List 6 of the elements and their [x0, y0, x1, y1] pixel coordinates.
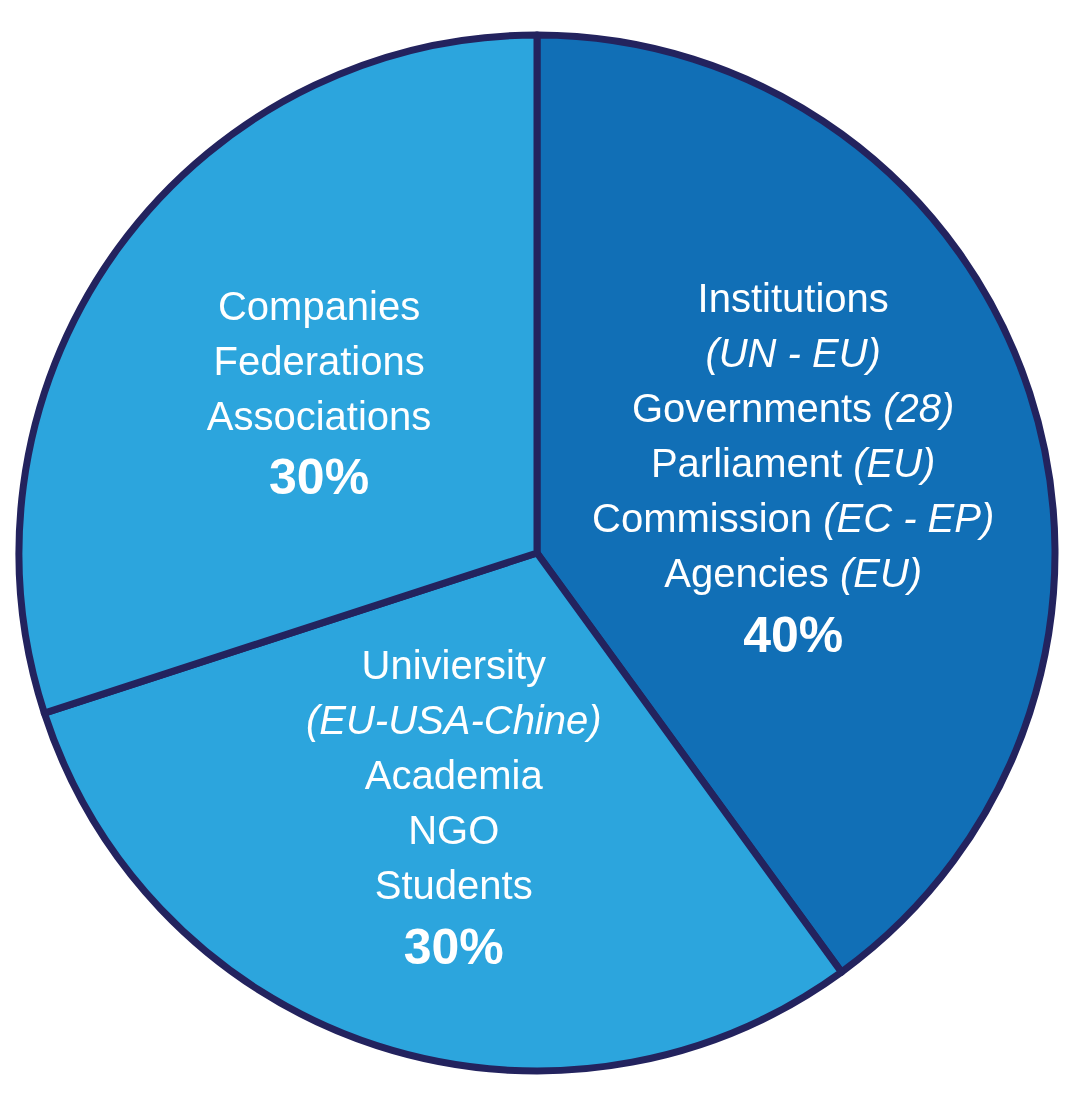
slice-label: Companies Federations Associations [206, 283, 432, 438]
category-label: Institutions (UN - EU) Governments (28) Parliament (EU) Commission (EC - EP) Agencies (EU) [592, 276, 995, 596]
data-label: 30% [403, 918, 504, 975]
data-label: 30% [269, 449, 370, 506]
data-label: 40% [743, 606, 844, 663]
slice-label: Univiersity (EU-USA-Chine) Academia NGO Students [305, 643, 602, 908]
